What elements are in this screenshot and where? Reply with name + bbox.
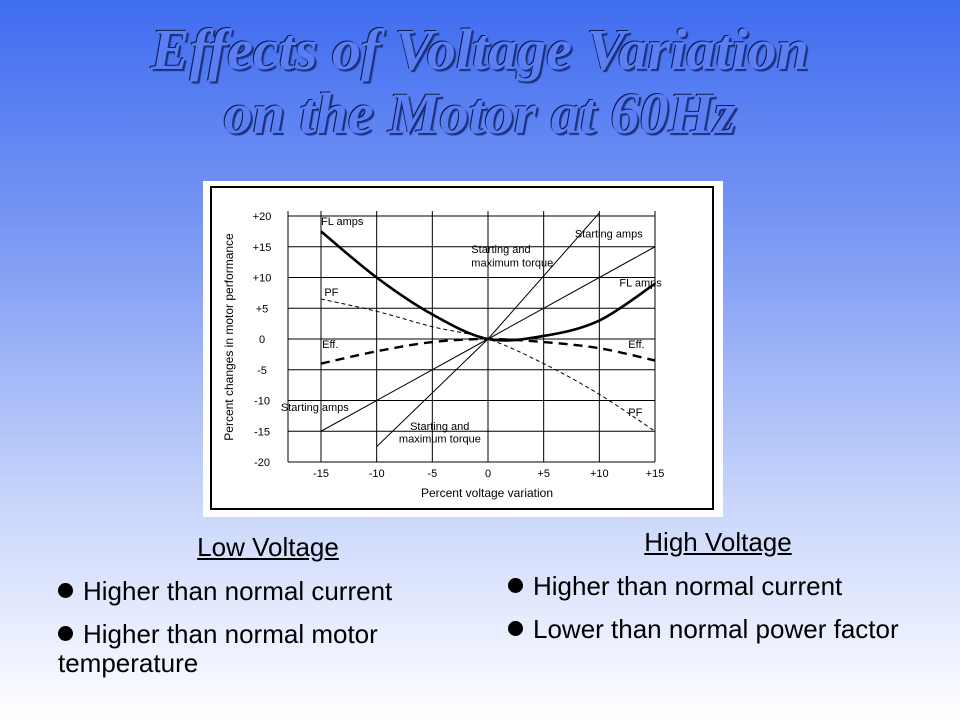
low-voltage-item: Higher than normal current: [58, 577, 478, 606]
chart-annotation: Starting and: [410, 421, 469, 433]
chart-lines: [320, 212, 656, 447]
high-voltage-item-text: Lower than normal power factor: [533, 614, 899, 644]
chart-annotation: FL amps: [619, 278, 662, 290]
x-tick-label: +15: [646, 468, 665, 480]
y-tick-label: -20: [254, 457, 270, 469]
chart-annotation: Starting amps: [575, 229, 643, 241]
chart-annotation: FL amps: [321, 216, 364, 228]
y-tick-label: -5: [257, 365, 267, 377]
x-tick-label: 0: [485, 468, 491, 480]
y-tick-label: -10: [254, 396, 270, 408]
x-tick-label: +10: [590, 468, 609, 480]
high-voltage-section: High Voltage Higher than normal current …: [508, 527, 928, 644]
slide-title: Effects of Voltage Variation on the Moto…: [0, 18, 960, 146]
chart-annotation: maximum torque: [399, 433, 481, 445]
bullet-dot-icon: [508, 578, 523, 593]
low-voltage-section: Low Voltage Higher than normal current H…: [58, 532, 478, 678]
high-voltage-item: Higher than normal current: [508, 572, 928, 601]
bullet-dot-icon: [508, 621, 523, 636]
low-voltage-item-text: Higher than normal motor temperature: [58, 619, 378, 678]
chart-annotation: maximum torque: [471, 257, 553, 269]
series-line-starting-amps: [320, 246, 656, 432]
bullet-dot-icon: [58, 626, 73, 641]
chart-annotation: Eff.: [628, 339, 644, 351]
chart-annotation: PF: [628, 407, 642, 419]
chart-annotation: Starting and: [471, 244, 530, 256]
x-tick-label: +5: [537, 468, 550, 480]
y-tick-label: +5: [256, 303, 269, 315]
high-voltage-item: Lower than normal power factor: [508, 615, 928, 644]
high-voltage-heading: High Voltage: [644, 527, 792, 557]
chart-frame: [210, 186, 714, 510]
y-tick-label: 0: [259, 334, 265, 346]
x-tick-label: -5: [427, 468, 437, 480]
low-voltage-item: Higher than normal motor temperature: [58, 620, 478, 678]
chart-annotation: Eff.: [322, 339, 338, 351]
y-tick-label: +20: [253, 211, 272, 223]
y-tick-label: -15: [254, 426, 270, 438]
y-axis-label: Percent changes in motor performance: [222, 233, 236, 441]
bullet-dot-icon: [58, 583, 73, 598]
x-axis-label: Percent voltage variation: [421, 486, 553, 500]
voltage-variation-chart: -15 -10 -5 0 +5 +10 +15 +20 +15 +10 +5 0 -5 -10 -15 -20…: [203, 181, 723, 517]
x-tick-label: -15: [313, 468, 329, 480]
y-tick-label: +10: [253, 273, 272, 285]
title-line-2: on the Motor at 60Hz: [223, 81, 737, 146]
x-tick-label: -10: [369, 468, 385, 480]
low-voltage-item-text: Higher than normal current: [83, 576, 393, 606]
chart-ticks: -15 -10 -5 0 +5 +10 +15 +20 +15 +10 +5 0 -5 -10 -15 -20: [253, 211, 665, 480]
chart-svg: -15 -10 -5 0 +5 +10 +15 +20 +15 +10 +5 0 -5 -10 -15 -20…: [210, 186, 714, 510]
y-tick-label: +15: [253, 242, 272, 254]
high-voltage-item-text: Higher than normal current: [533, 571, 843, 601]
chart-annotation: PF: [324, 287, 338, 299]
title-line-1: Effects of Voltage Variation: [151, 17, 809, 82]
chart-annotation: Starting amps: [281, 402, 349, 414]
low-voltage-heading: Low Voltage: [197, 532, 339, 562]
